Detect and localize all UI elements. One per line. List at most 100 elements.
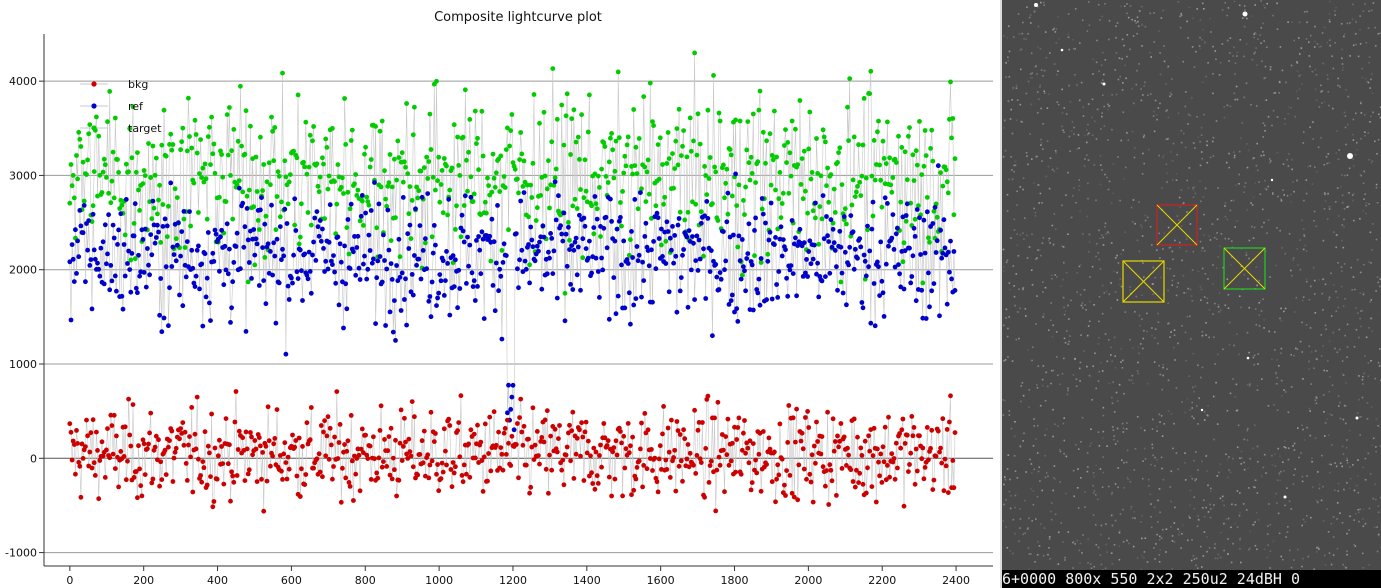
data-point-target [591, 231, 597, 237]
noise-speck [1062, 541, 1064, 543]
noise-speck [1015, 87, 1018, 89]
noise-speck [1276, 227, 1278, 229]
noise-speck [1352, 158, 1354, 160]
data-point-target [438, 182, 444, 187]
noise-speck [1097, 380, 1100, 382]
noise-speck [1132, 517, 1134, 519]
data-point-target [282, 158, 288, 164]
noise-speck [1095, 387, 1097, 390]
noise-speck [1187, 187, 1190, 189]
noise-speck [1231, 240, 1233, 242]
data-point-bkg [862, 438, 868, 444]
noise-speck [1140, 427, 1142, 429]
noise-speck [1221, 495, 1224, 498]
aperture-boxes[interactable] [1122, 204, 1266, 303]
noise-speck [1025, 471, 1027, 473]
noise-speck [1067, 389, 1069, 392]
noise-speck [1033, 425, 1035, 427]
noise-speck [1335, 246, 1337, 249]
data-point-bkg [636, 458, 642, 464]
noise-speck [1102, 414, 1105, 417]
aperture-box-target[interactable] [1223, 247, 1266, 290]
data-point-ref [734, 306, 740, 311]
data-point-ref [78, 223, 84, 229]
noise-speck [1060, 285, 1063, 287]
noise-speck [1259, 193, 1262, 195]
noise-speck [1190, 559, 1193, 562]
noise-speck [1339, 512, 1341, 514]
data-point-ref [646, 263, 652, 269]
data-point-target [307, 132, 313, 138]
panel-divider[interactable] [1000, 0, 1002, 588]
data-point-bkg [109, 423, 115, 428]
data-point-bkg [300, 444, 305, 449]
data-point-bkg [678, 458, 684, 464]
noise-speck [1141, 294, 1143, 296]
noise-speck [1223, 549, 1225, 552]
noise-speck [1262, 4, 1265, 7]
data-point-ref [125, 261, 130, 266]
data-point-bkg [785, 440, 791, 445]
noise-speck [1329, 471, 1331, 474]
noise-speck [1211, 223, 1214, 225]
noise-speck [1042, 148, 1044, 150]
noise-speck [1028, 16, 1031, 19]
data-point-target [702, 164, 707, 169]
noise-speck [1077, 507, 1080, 509]
noise-speck [1027, 163, 1029, 166]
data-point-bkg [907, 462, 912, 467]
x-tick-label: 800 [355, 574, 376, 587]
noise-speck [1101, 15, 1103, 18]
data-point-bkg [878, 451, 884, 457]
data-point-target [142, 173, 148, 179]
data-point-bkg [270, 453, 275, 459]
data-point-target [564, 91, 570, 97]
aperture-box-bkg[interactable] [1156, 204, 1198, 246]
noise-speck [1140, 521, 1142, 523]
data-point-ref [932, 204, 938, 210]
data-point-target [392, 156, 397, 162]
data-point-ref [697, 256, 703, 262]
data-point-ref [561, 210, 567, 216]
data-point-ref [619, 262, 624, 268]
data-point-target [823, 139, 828, 145]
noise-speck [1035, 65, 1037, 67]
noise-speck [1123, 5, 1126, 7]
noise-speck [1364, 114, 1366, 116]
star-image-panel[interactable]: 6+0000 800x 550 2x2 250u2 24dBH 0 [1002, 0, 1381, 588]
data-point-bkg [728, 458, 734, 464]
data-point-ref [575, 244, 581, 250]
noise-speck [1083, 289, 1086, 291]
noise-speck [1321, 292, 1324, 295]
data-point-ref [745, 251, 751, 256]
aperture-box-ref[interactable] [1122, 260, 1165, 303]
noise-speck [1284, 123, 1286, 125]
data-point-bkg [944, 427, 950, 432]
data-point-target [920, 280, 926, 286]
data-point-bkg [820, 464, 826, 470]
data-point-target [786, 190, 792, 196]
noise-speck [1120, 347, 1122, 350]
noise-speck [1042, 75, 1044, 77]
noise-speck [1376, 526, 1378, 528]
data-point-bkg [420, 460, 426, 466]
noise-speck [1030, 269, 1033, 271]
noise-speck [1351, 289, 1354, 291]
data-point-ref [656, 236, 662, 241]
noise-speck [1184, 411, 1186, 414]
data-point-ref [758, 256, 764, 261]
noise-speck [1119, 199, 1121, 202]
data-point-bkg [122, 424, 128, 430]
data-point-target [694, 152, 700, 158]
noise-speck [1064, 556, 1066, 559]
noise-speck [1061, 373, 1064, 375]
noise-speck [1360, 174, 1363, 177]
noise-speck [1322, 239, 1325, 242]
noise-speck [1019, 518, 1022, 520]
data-point-target [922, 128, 928, 133]
data-point-ref [515, 266, 520, 272]
data-point-ref [948, 238, 953, 244]
noise-speck [1278, 472, 1281, 474]
data-point-target [297, 234, 303, 240]
